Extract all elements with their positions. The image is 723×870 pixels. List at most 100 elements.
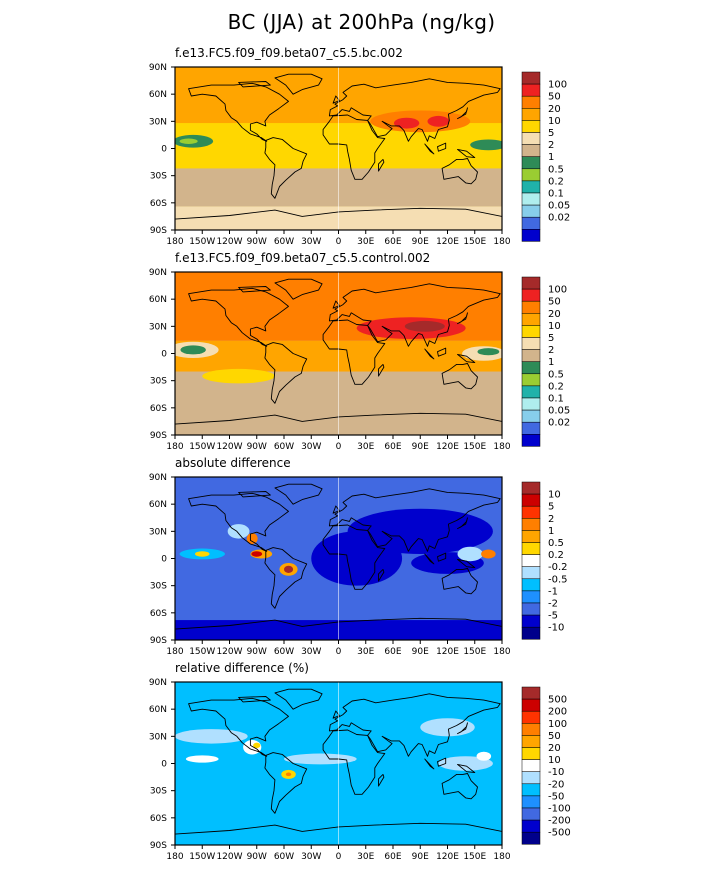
coastline xyxy=(238,696,271,703)
coastline xyxy=(457,353,476,364)
coastline xyxy=(378,568,385,582)
colorbar-swatch xyxy=(521,578,541,592)
colorbar-label: 0.2 xyxy=(548,176,564,187)
colorbar-swatch xyxy=(521,83,541,97)
colorbar-swatch xyxy=(521,409,541,423)
field-west-pacific-min xyxy=(477,348,500,356)
colorbar-label: -0.2 xyxy=(548,562,568,573)
colorbar-label: -1 xyxy=(548,586,558,597)
coastlines xyxy=(175,483,502,640)
colorbar-swatch xyxy=(521,361,541,375)
x-tick-label: 0 xyxy=(336,852,342,862)
map-panel-4: relative difference (%) 180 150W 120W 90W 60W… xyxy=(149,661,571,862)
field-tibet-peak xyxy=(404,320,445,332)
x-tick-label: 60E xyxy=(384,442,401,452)
colorbar-label: -500 xyxy=(548,828,571,839)
colorbar-label: 0.5 xyxy=(548,369,564,380)
colorbar-swatch xyxy=(521,602,541,616)
colorbar-swatch xyxy=(521,108,541,121)
coastline xyxy=(188,287,289,347)
x-tick-label: 30E xyxy=(357,647,374,657)
colorbar-label: -20 xyxy=(548,779,564,790)
colorbar-label: 0.2 xyxy=(548,381,564,392)
x-tick-label: 0 xyxy=(336,237,342,247)
y-tick-label: 30N xyxy=(149,527,167,537)
coastline xyxy=(457,722,468,735)
x-tick-label: 90W xyxy=(247,237,267,247)
coastline xyxy=(188,82,289,142)
coastline xyxy=(264,547,308,609)
colorbar-swatch xyxy=(521,71,541,85)
x-tick-label: 120W xyxy=(216,442,242,452)
colorbar-swatch xyxy=(521,481,541,495)
colorbar-swatch xyxy=(521,614,541,628)
y-tick-label: 60N xyxy=(149,295,167,305)
coastline xyxy=(441,568,478,595)
y-tick-label: 60S xyxy=(150,609,167,619)
y-tick-label: 90S xyxy=(150,841,167,851)
field-atlantic xyxy=(288,136,353,152)
colorbar-label: 0.1 xyxy=(548,189,564,200)
field-asia-high xyxy=(370,110,471,133)
x-tick-label: 150E xyxy=(463,442,486,452)
colorbar-swatch xyxy=(521,229,541,242)
field-central-america-peak xyxy=(251,551,263,557)
colorbar-label: 0.1 xyxy=(548,394,564,405)
colorbar-label: -5 xyxy=(548,611,558,622)
field-atlantic-band xyxy=(284,753,357,765)
main-title: BC (JJA) at 200hPa (ng/kg) xyxy=(227,10,496,34)
colorbar-swatch xyxy=(521,276,541,290)
y-tick-label: 90N xyxy=(149,678,167,688)
x-tick-label: 120E xyxy=(436,852,459,862)
colorbar-label: 0.5 xyxy=(548,164,564,175)
x-tick-label: 60W xyxy=(274,852,294,862)
coastline xyxy=(424,143,435,155)
colorbar-swatch xyxy=(521,626,541,640)
x-tick-label: 60W xyxy=(274,647,294,657)
x-tick-label: 180 xyxy=(166,647,183,657)
panel-subtitle: absolute difference xyxy=(175,456,291,470)
colorbar-swatch xyxy=(521,373,541,387)
x-tick-label: 60E xyxy=(384,237,401,247)
colorbar-label: 10 xyxy=(548,116,561,127)
panel-subtitle: relative difference (%) xyxy=(175,661,309,675)
panel-subtitle: f.e13.FC5.f09_f09.beta07_c5.5.bc.002 xyxy=(175,46,403,60)
map-panel-1: f.e13.FC5.f09_f09.beta07_c5.5.bc.002 180 1… xyxy=(149,46,570,247)
x-tick-label: 0 xyxy=(336,442,342,452)
coastline xyxy=(328,78,501,142)
field-south-pacific xyxy=(202,368,275,384)
colorbar-swatch xyxy=(521,325,541,338)
field-maritime-band xyxy=(438,756,493,771)
coastline xyxy=(457,148,476,159)
coastlines xyxy=(175,278,502,435)
colorbar-swatch xyxy=(521,120,541,133)
y-tick-label: 30N xyxy=(149,322,167,332)
y-tick-label: 30S xyxy=(150,787,167,797)
y-tick-label: 60N xyxy=(149,500,167,510)
colorbar-swatch xyxy=(521,180,541,194)
field-pacific-min xyxy=(180,345,206,355)
coastline xyxy=(322,729,386,795)
coastline xyxy=(322,319,386,385)
x-tick-label: 90W xyxy=(247,852,267,862)
y-tick-label: 0 xyxy=(161,145,167,155)
field-amazon-peak xyxy=(285,772,292,777)
coastline xyxy=(332,505,340,514)
field-na-pos xyxy=(227,524,250,539)
field-pacific-min xyxy=(179,138,198,144)
coastline xyxy=(332,300,340,309)
x-tick-label: 30E xyxy=(357,237,374,247)
coastline xyxy=(441,773,478,800)
x-tick-label: 180 xyxy=(166,237,183,247)
x-tick-label: 180 xyxy=(493,237,510,247)
x-tick-label: 180 xyxy=(493,852,510,862)
colorbar-label: -10 xyxy=(548,623,564,634)
colorbar-swatch xyxy=(521,554,541,567)
colorbar-swatch xyxy=(521,795,541,809)
y-tick-label: 0 xyxy=(161,555,167,565)
colorbar-label: -50 xyxy=(548,791,564,802)
colorbar-label: 500 xyxy=(548,695,567,706)
